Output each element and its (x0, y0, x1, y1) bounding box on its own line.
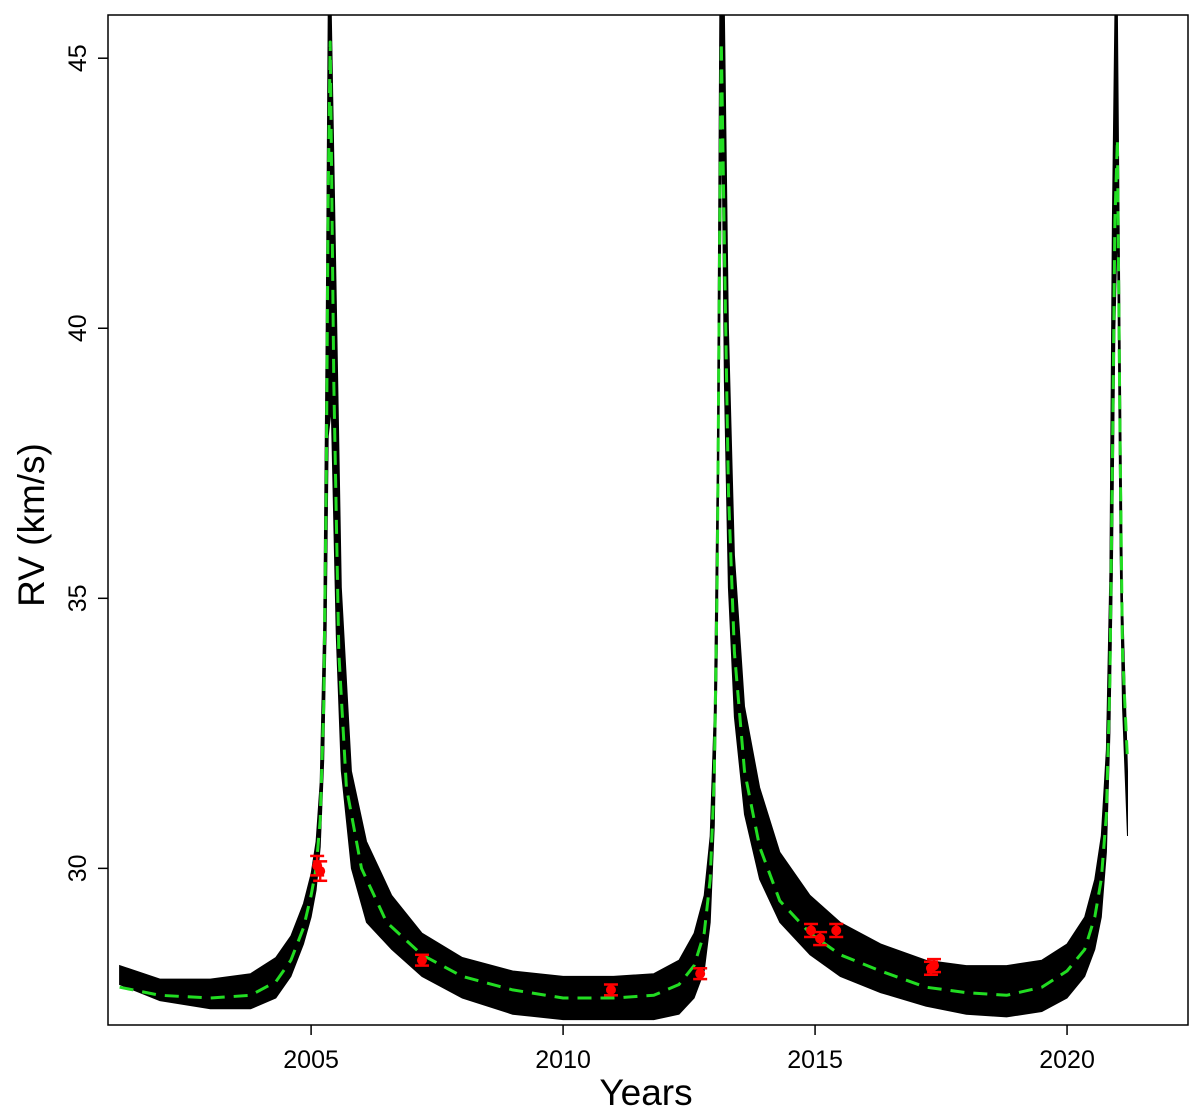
y-tick-label: 30 (64, 854, 92, 882)
x-tick-label: 2015 (787, 1046, 843, 1074)
observation-point (603, 983, 618, 997)
posterior-model-band (119, 15, 1128, 1021)
observation-point (927, 957, 942, 974)
observation-marker (416, 955, 427, 966)
y-axis-title: RV (km/s) (11, 443, 52, 607)
x-axis-ticks: 2005 2010 2015 2020 (283, 1025, 1095, 1074)
plot-frame (107, 14, 1189, 1026)
observation-marker (831, 925, 842, 936)
observation-point (813, 930, 828, 947)
x-tick-label: 2020 (1039, 1046, 1095, 1074)
observation-point (829, 922, 844, 939)
observation-point (693, 967, 708, 981)
best-fit-curve (119, 40, 1129, 1000)
x-tick-label: 2005 (283, 1046, 339, 1074)
best-fit-line (119, 40, 1129, 1000)
y-tick-label: 40 (64, 314, 92, 342)
observation-points (310, 854, 942, 997)
x-tick-label: 2010 (535, 1046, 591, 1074)
observation-marker (315, 866, 326, 877)
observation-marker (815, 933, 826, 944)
y-tick-label: 45 (64, 44, 92, 72)
observation-marker (806, 925, 817, 936)
y-axis-ticks: 30 35 40 45 (64, 44, 108, 882)
observation-point (414, 953, 429, 967)
observation-marker (695, 968, 706, 979)
observation-point (313, 860, 328, 883)
observation-marker (605, 984, 616, 995)
posterior-band-area (119, 15, 1128, 1021)
x-axis-title: Years (599, 1072, 692, 1113)
y-tick-label: 35 (64, 584, 92, 612)
observation-marker (929, 960, 940, 971)
